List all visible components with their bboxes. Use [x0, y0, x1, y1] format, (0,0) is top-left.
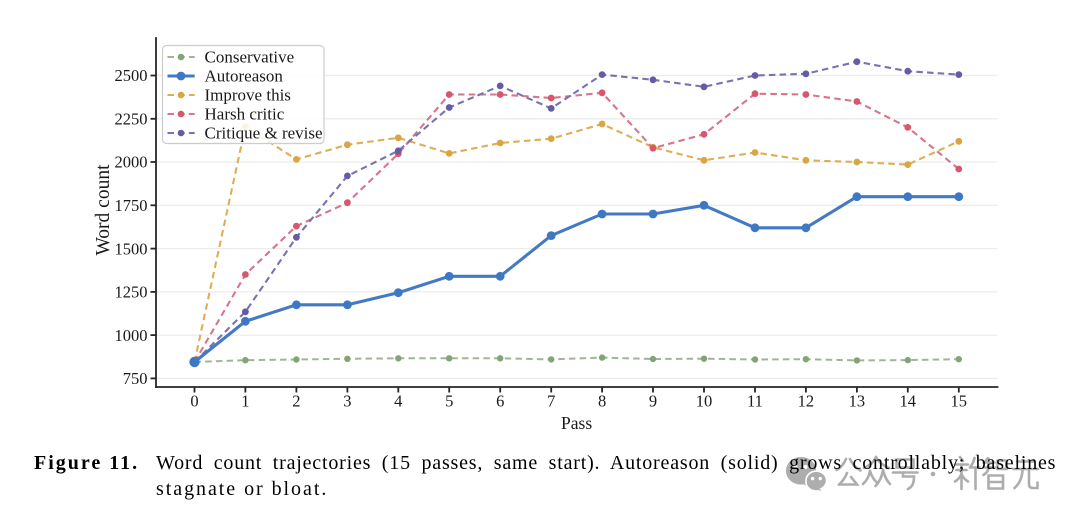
svg-text:Conservative: Conservative	[205, 48, 295, 67]
svg-text:Critique & revise: Critique & revise	[205, 124, 323, 143]
svg-text:0: 0	[190, 392, 198, 411]
svg-text:750: 750	[123, 369, 148, 388]
svg-text:1000: 1000	[115, 326, 148, 345]
svg-text:9: 9	[649, 392, 657, 411]
svg-text:15: 15	[951, 392, 968, 411]
svg-text:2500: 2500	[115, 66, 148, 85]
svg-text:3: 3	[343, 392, 351, 411]
svg-text:Autoreason: Autoreason	[205, 67, 284, 86]
svg-text:1250: 1250	[115, 283, 148, 302]
svg-text:11: 11	[747, 392, 763, 411]
svg-text:4: 4	[394, 392, 402, 411]
svg-text:Improve this: Improve this	[205, 86, 291, 105]
svg-text:8: 8	[598, 392, 606, 411]
svg-text:1500: 1500	[115, 239, 148, 258]
svg-text:6: 6	[496, 392, 504, 411]
svg-text:10: 10	[696, 392, 713, 411]
svg-text:Word count: Word count	[93, 164, 114, 256]
svg-text:5: 5	[445, 392, 453, 411]
svg-text:Harsh critic: Harsh critic	[205, 105, 285, 124]
svg-text:14: 14	[900, 392, 917, 411]
svg-text:13: 13	[849, 392, 866, 411]
svg-text:1750: 1750	[115, 196, 148, 215]
svg-text:Pass: Pass	[561, 413, 592, 433]
svg-text:12: 12	[798, 392, 815, 411]
svg-text:2250: 2250	[115, 110, 148, 129]
svg-text:7: 7	[547, 392, 555, 411]
svg-text:2000: 2000	[115, 153, 148, 172]
svg-text:1: 1	[241, 392, 249, 411]
svg-text:2: 2	[292, 392, 300, 411]
